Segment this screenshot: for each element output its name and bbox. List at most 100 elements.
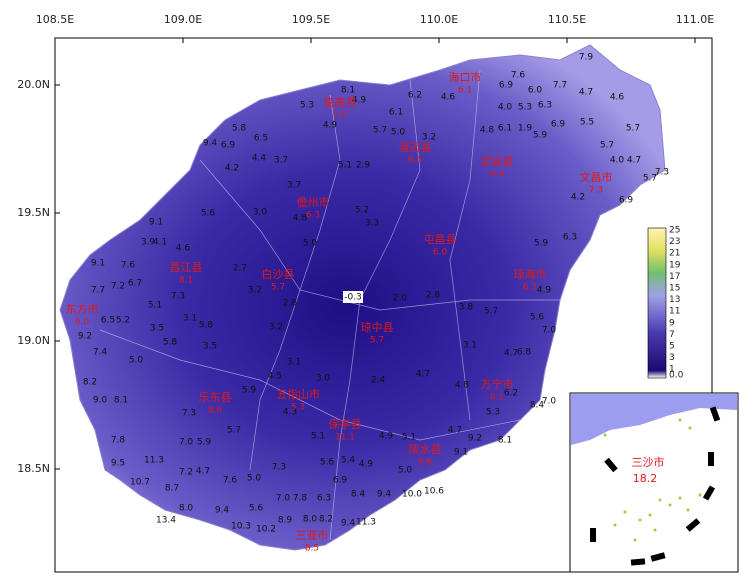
station-value: 4.9 [359, 460, 374, 470]
city-value: 8.1 [179, 276, 193, 286]
city-name: 儋州市 [297, 195, 330, 209]
station-value: 4.9 [352, 96, 367, 106]
station-value: 8.4 [530, 401, 545, 411]
station-value: 9.0 [93, 396, 108, 406]
station-value: 7.8 [111, 436, 126, 446]
station-value: 7.3 [655, 168, 669, 178]
inset-value: 18.2 [633, 472, 658, 485]
station-value: 8.9 [278, 516, 293, 526]
station-value: 4.6 [176, 244, 191, 254]
station-value: 3.7 [274, 156, 288, 166]
station-value: 8.2 [319, 515, 333, 525]
station-value: 6.3 [538, 101, 552, 111]
station-value: 4.7 [504, 349, 518, 359]
station-value: 1.9 [518, 124, 533, 134]
city-name: 临高县 [324, 95, 357, 109]
station-value: 5.9 [197, 438, 212, 448]
station-value: 4.9 [323, 121, 338, 131]
station-value: 9.1 [91, 259, 105, 269]
colorbar-label: 21 [669, 249, 680, 259]
inset [569, 392, 739, 573]
station-value: 7.6 [121, 261, 136, 271]
station-value: 5.7 [600, 141, 614, 151]
city-name: 澄迈县 [399, 140, 432, 154]
station-value: 4.9 [379, 432, 394, 442]
station-value: 10.0 [402, 490, 422, 500]
city-value: 6.0 [433, 248, 448, 258]
station-value: 5.8 [163, 338, 178, 348]
station-value: 5.6 [249, 504, 264, 514]
city-value: 11.1 [335, 433, 355, 443]
station-value: 7.3 [171, 292, 185, 302]
lon-tick-label: 109.0E [164, 13, 202, 26]
station-value: 4.6 [441, 93, 456, 103]
station-value: 5.7 [484, 307, 498, 317]
station-value: 9.4 [377, 490, 392, 500]
station-value: 7.0 [179, 438, 194, 448]
station-value: 3.5 [150, 324, 164, 334]
station-value: 9.5 [111, 459, 125, 469]
station-value: 9.4 [215, 506, 230, 516]
city-name: 昌江县 [170, 261, 203, 274]
station-value: 2.4 [371, 376, 386, 386]
station-value: 2.9 [356, 161, 371, 171]
station-value: 7.0 [276, 494, 291, 504]
station-value: 7.6 [223, 476, 238, 486]
station-value: 4.2 [571, 193, 585, 203]
colorbar-label: 9 [669, 318, 675, 328]
lon-tick-label: 110.5E [548, 13, 586, 26]
station-value: 5.9 [533, 131, 548, 141]
city-name: 文昌市 [580, 170, 613, 184]
lon-tick-label: 111.0E [676, 13, 714, 26]
station-value: 3.1 [183, 314, 197, 324]
city-value: 7.3 [589, 186, 603, 196]
station-value: 2.7 [233, 264, 247, 274]
city-value: 9.0 [75, 318, 90, 328]
station-value: 7.4 [93, 348, 108, 358]
city-value: 5.3 [291, 403, 305, 413]
station-value: 4.6 [610, 93, 625, 103]
colorbar-label: 3 [669, 353, 675, 363]
city-value: 6.5 [408, 156, 422, 166]
station-value: 3.2 [422, 133, 436, 143]
station-value: 3.9 [141, 238, 156, 248]
city-name: 万宁市 [481, 377, 514, 391]
city-name: 屯昌县 [424, 233, 457, 246]
station-value: 5.3 [486, 408, 500, 418]
station-value: 4.7 [448, 426, 462, 436]
colorbar-label: 19 [669, 260, 681, 270]
station-bg [343, 291, 363, 303]
station-value: 8.1 [114, 396, 128, 406]
station-value: 6.5 [254, 134, 268, 144]
city-name: 乐东县 [199, 391, 232, 404]
station-value: 4.0 [610, 156, 625, 166]
station-value: 10.7 [130, 478, 150, 488]
station-value: 5.4 [341, 456, 356, 466]
station-value: 5.7 [373, 126, 387, 136]
city-value: 6.4 [490, 170, 505, 180]
station-value: 5.8 [232, 124, 247, 134]
station-value: 5.0 [129, 356, 144, 366]
colorbar-label: 15 [669, 284, 680, 294]
station-value: 4.7 [579, 88, 593, 98]
station-value: 5.8 [199, 321, 214, 331]
station-value: 5.1 [148, 301, 162, 311]
lon-tick-label: 110.0E [420, 13, 458, 26]
station-value: 5.2 [355, 206, 369, 216]
station-value: 5.0 [391, 128, 406, 138]
station-value: 4.8 [480, 126, 495, 136]
city-name: 保亭县 [329, 417, 362, 431]
city-value: 8.1 [490, 393, 504, 403]
station-value: 9.2 [78, 332, 92, 342]
colorbar-label: 5 [669, 342, 675, 352]
city-value: 6.3 [523, 283, 537, 293]
station-value: 8.2 [83, 378, 97, 388]
station-value: 4.7 [627, 156, 641, 166]
city-name: 三亚市 [296, 528, 329, 542]
station-value: 5.6 [320, 458, 335, 468]
station-value: 5.1 [311, 432, 325, 442]
colorbar-label: 17 [669, 272, 680, 282]
station-value: 3.1 [463, 341, 477, 351]
station-value: 7.3 [182, 409, 196, 419]
